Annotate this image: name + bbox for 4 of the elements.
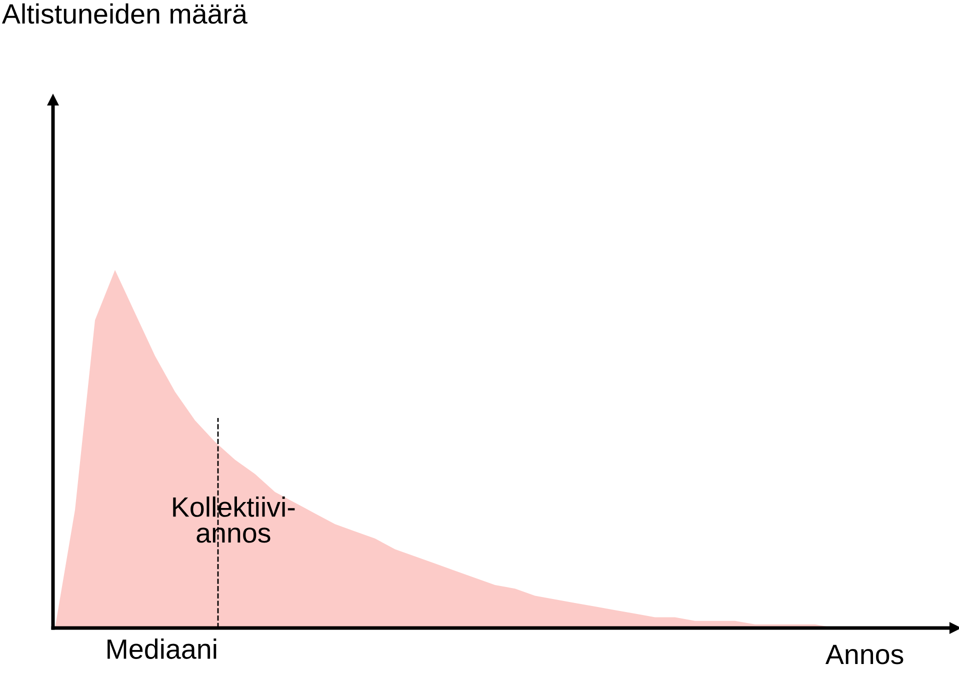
text: Altistuneiden määrä	[2, 3, 248, 24]
x-axis-title: Annos	[825, 644, 904, 664]
text: Mediaani	[108, 638, 216, 659]
annotation: Kollektiivi- annos	[173, 496, 295, 543]
